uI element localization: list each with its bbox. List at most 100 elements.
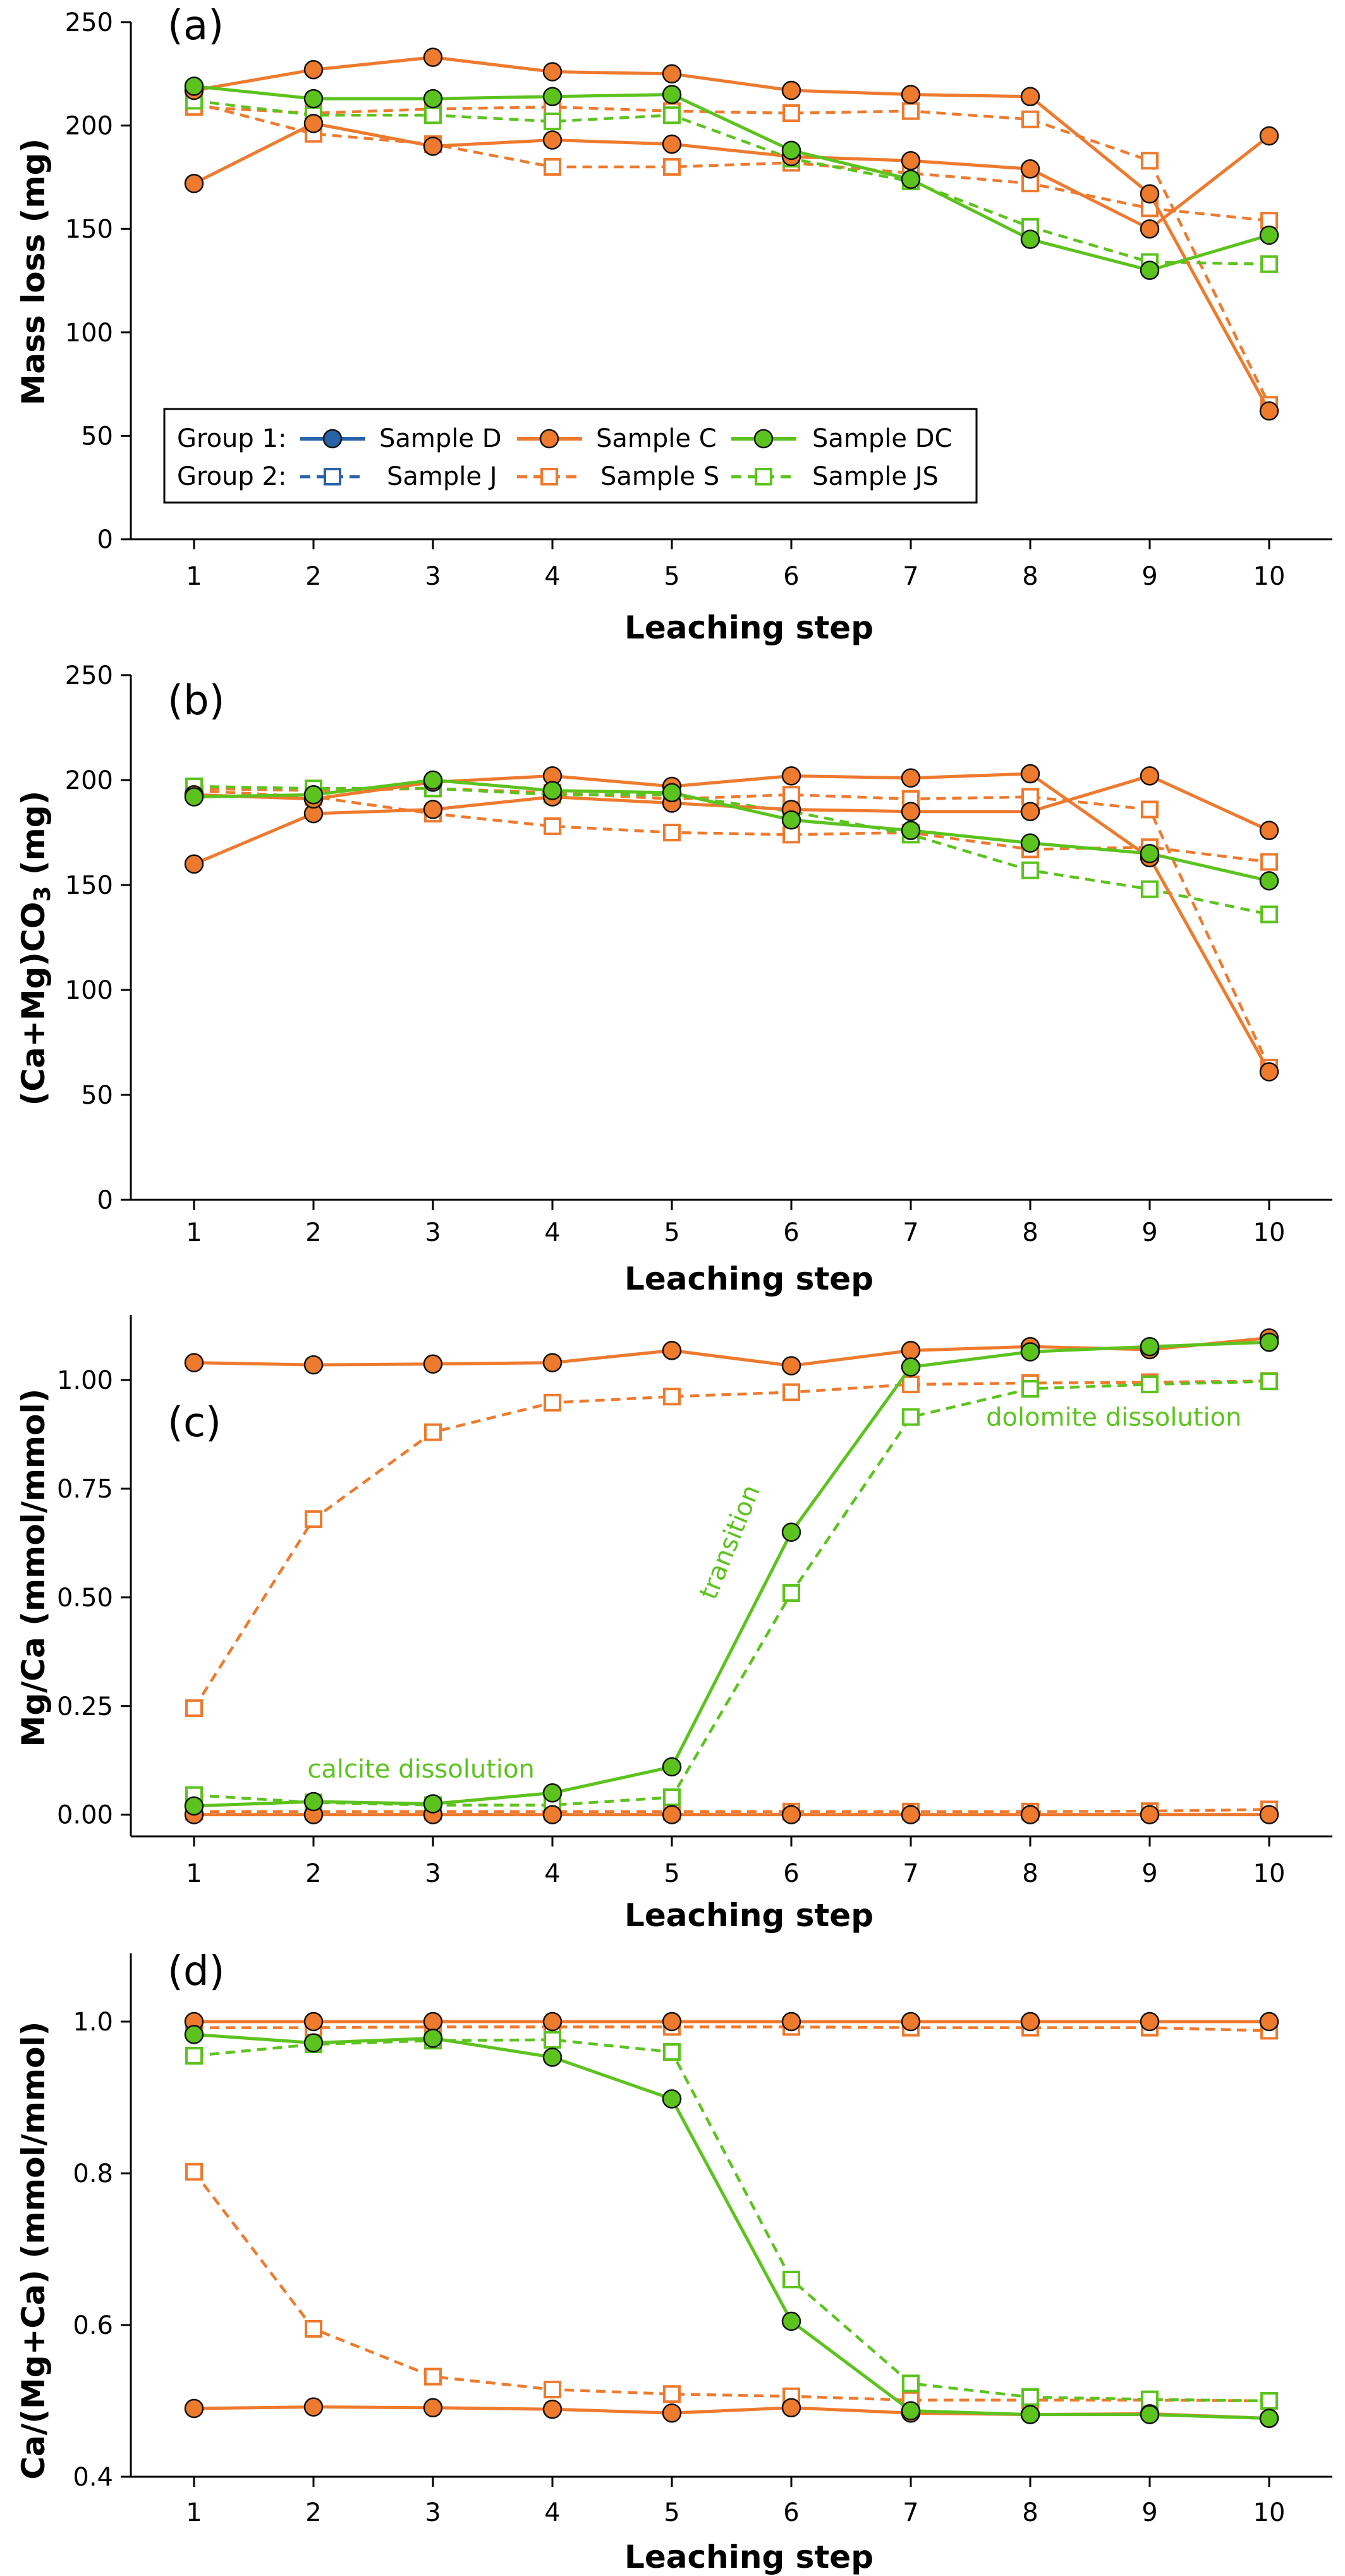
series-line-sample-dc [193, 1340, 1270, 1808]
data-point-sample-s [1141, 152, 1159, 170]
data-point-sample-d [662, 134, 682, 154]
x-tick-label: 9 [1141, 1859, 1157, 1888]
data-point-sample-js [902, 2374, 920, 2393]
data-point-sample-j [544, 817, 561, 836]
series-line-sample-c [193, 56, 1271, 412]
data-point-sample-dc [781, 140, 801, 161]
data-point-sample-dc [901, 2401, 921, 2420]
data-point-sample-d [184, 2398, 204, 2419]
data-point-sample-js [1141, 880, 1159, 898]
data-point-sample-c [1259, 401, 1279, 421]
data-point-sample-js [1021, 861, 1039, 879]
data-point-sample-d [423, 137, 443, 156]
annotation-calcite-dissolution: calcite dissolution [307, 1755, 534, 1784]
series-line-sample-dc [193, 778, 1270, 882]
data-point-sample-d [901, 802, 921, 822]
data-point-sample-dc [1020, 229, 1040, 249]
panel-b-letter: (b) [167, 678, 225, 724]
data-point-sample-d [901, 1341, 921, 1360]
data-point-sample-dc [662, 2089, 682, 2109]
y-tick-label: 50 [81, 1081, 113, 1110]
data-point-sample-c [1020, 764, 1040, 784]
data-point-sample-c [303, 60, 324, 80]
series-line-sample-dc [193, 2032, 1270, 2420]
panel-a-y-axis-label: Mass loss (mg) [15, 138, 52, 405]
data-point-sample-c [662, 64, 682, 84]
data-point-sample-dc [1020, 2405, 1040, 2424]
legend-label-sample-c: Sample C [596, 424, 717, 453]
data-point-sample-dc [1259, 225, 1279, 245]
x-tick-label: 5 [664, 562, 679, 591]
data-point-sample-dc [423, 89, 443, 109]
x-tick-label: 3 [425, 2498, 441, 2527]
panel-c-y-axis-label: Mg/Ca (mmol/mmol) [15, 1389, 52, 1747]
legend-box [163, 408, 978, 504]
x-tick-label: 1 [186, 2498, 202, 2527]
x-tick-label: 7 [903, 2498, 918, 2527]
legend-label-sample-dc: Sample DC [812, 424, 952, 453]
data-point-sample-d [184, 1353, 204, 1372]
data-point-sample-c [901, 2011, 921, 2032]
panel-a: (a) Leaching step Mass loss (mg) Group 1… [15, 3, 1332, 646]
x-tick-label: 9 [1141, 1218, 1157, 1247]
data-point-sample-j [1260, 853, 1278, 871]
data-point-sample-j [424, 1423, 442, 1441]
x-tick-label: 9 [1141, 2498, 1157, 2527]
data-point-sample-dc [1140, 843, 1160, 864]
data-point-sample-c [1140, 1805, 1160, 1824]
data-point-sample-j [663, 1388, 681, 1406]
data-point-sample-dc [542, 87, 563, 107]
x-tick-label: 3 [425, 562, 441, 591]
data-point-sample-s [782, 104, 800, 122]
data-point-sample-dc [542, 781, 563, 800]
data-point-sample-c [1020, 87, 1040, 107]
panel-b-y-axis-label: (Ca+Mg)CO3 (mg) [15, 791, 56, 1106]
data-point-sample-d [1140, 219, 1160, 239]
data-point-sample-dc [781, 1522, 801, 1542]
data-point-sample-j [544, 1393, 561, 1412]
data-point-sample-js [1141, 1376, 1159, 1393]
data-point-sample-d [1020, 159, 1040, 179]
panel-a-x-axis-label: Leaching step [624, 609, 873, 646]
data-point-sample-dc [542, 1783, 563, 1803]
data-point-sample-js [1260, 1372, 1278, 1391]
data-point-sample-c [542, 62, 563, 82]
y-tick-label: 0.75 [57, 1475, 113, 1504]
x-tick-label: 3 [425, 1218, 441, 1247]
data-point-sample-d [781, 2398, 801, 2418]
series-line-sample-js [193, 2038, 1270, 2403]
data-point-sample-dc [901, 169, 921, 189]
data-point-sample-dc [781, 2311, 801, 2331]
series-line-sample-j [193, 101, 1270, 223]
y-tick-label: 0.50 [57, 1584, 113, 1613]
data-point-sample-d [542, 130, 563, 150]
panel-d-y-axis-label: Ca/(Mg+Ca) (mmol/mmol) [15, 2021, 52, 2479]
data-point-sample-c [542, 1805, 563, 1824]
legend-entry-sample-j: Sample J [300, 462, 497, 491]
series-sample-dc [184, 76, 1279, 280]
series-line-sample-s [194, 2025, 1270, 2032]
data-point-sample-dc [781, 810, 801, 830]
data-point-sample-c [1020, 1805, 1040, 1824]
y-tick-label: 150 [65, 871, 113, 900]
x-tick-label: 3 [425, 1859, 441, 1888]
panel-c-letter: (c) [167, 1400, 221, 1446]
data-point-sample-c [781, 2011, 801, 2032]
data-point-sample-c [1259, 1062, 1279, 1082]
legend-label-sample-js: Sample JS [812, 462, 939, 491]
series-sample-dc [184, 2025, 1279, 2428]
data-point-sample-js [1260, 905, 1278, 924]
data-point-sample-j [663, 158, 681, 176]
y-tick-label: 150 [65, 215, 113, 244]
y-tick-label: 250 [65, 661, 113, 690]
data-point-sample-dc [901, 821, 921, 840]
data-point-sample-dc [1140, 1336, 1160, 1357]
panel-d-x-axis-label: Leaching step [624, 2539, 873, 2575]
legend-label-sample-j: Sample J [387, 462, 497, 491]
legend-entry-sample-s: Sample S [517, 462, 719, 491]
y-tick-label: 250 [65, 8, 113, 37]
x-tick-label: 10 [1253, 562, 1286, 591]
data-point-sample-d [662, 1341, 682, 1360]
x-tick-label: 5 [664, 1859, 679, 1888]
x-tick-label: 6 [783, 1218, 799, 1247]
